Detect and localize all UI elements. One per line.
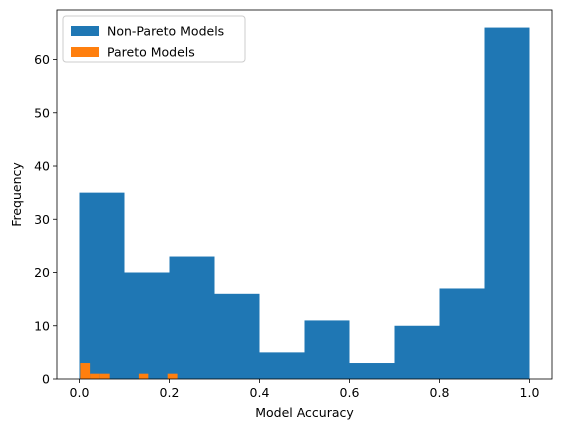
x-tick-label: 1.0 (520, 385, 540, 400)
legend-label: Pareto Models (107, 45, 195, 60)
bar (167, 373, 178, 379)
legend-swatch (71, 26, 99, 36)
y-tick-label: 60 (34, 52, 50, 67)
x-tick-label: 0.2 (160, 385, 180, 400)
x-tick-label: 0.6 (340, 385, 360, 400)
bar (304, 320, 350, 379)
bar (99, 373, 110, 379)
axes-frame (56, 9, 553, 380)
bar (80, 363, 91, 379)
x-axis-label: Model Accuracy (255, 405, 354, 420)
y-axis-label: Frequency (9, 162, 24, 227)
bar (259, 352, 305, 379)
y-tick-label: 10 (34, 318, 50, 333)
bar (90, 373, 100, 379)
y-tick-label: 30 (34, 212, 50, 227)
bar (439, 288, 485, 379)
bar (484, 27, 530, 379)
y-tick-label: 0 (42, 372, 50, 387)
y-tick-label: 40 (34, 159, 50, 174)
legend-swatch (71, 47, 99, 57)
legend-label: Non-Pareto Models (107, 24, 224, 39)
bar (79, 192, 125, 379)
x-tick-label: 0.4 (250, 385, 270, 400)
bar (349, 363, 395, 379)
x-tick-label: 0.8 (430, 385, 450, 400)
legend-box (62, 15, 246, 63)
x-tick-label: 0.0 (70, 385, 90, 400)
bar (394, 325, 440, 379)
y-tick-label: 20 (34, 265, 50, 280)
bar (169, 256, 215, 379)
bar (214, 293, 260, 379)
y-tick-label: 50 (34, 105, 50, 120)
bar (138, 373, 149, 379)
bar (124, 272, 170, 379)
